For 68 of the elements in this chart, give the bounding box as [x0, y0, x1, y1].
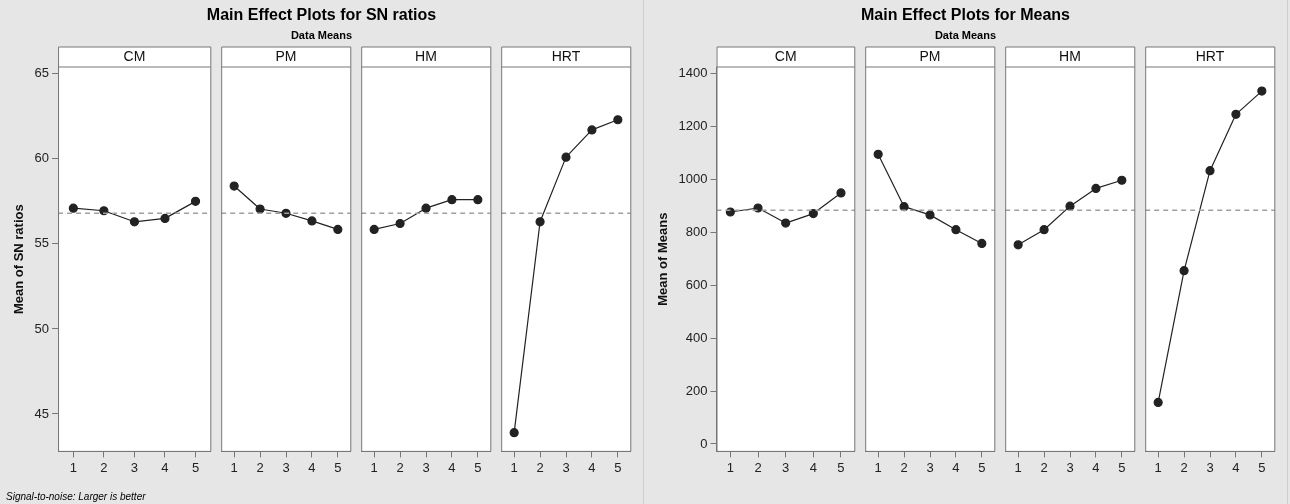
- x-tick-label: 2: [900, 459, 908, 475]
- y-tick-label: 1200: [678, 118, 708, 134]
- y-tick-label: 200: [685, 382, 708, 398]
- x-tick-label: 4: [1092, 459, 1100, 475]
- x2-axis-title: CM: [123, 47, 146, 64]
- x-tick-label: 3: [782, 459, 790, 475]
- x-tick-label: 2: [100, 459, 108, 475]
- x-tick-label: 5: [1118, 459, 1126, 475]
- y-tick-label: 1400: [678, 65, 708, 81]
- y-tick-label: 60: [34, 150, 50, 166]
- x-tick-label: 5: [614, 459, 622, 475]
- x-tick-label: 5: [978, 459, 986, 475]
- x-tick-label: 3: [282, 459, 290, 475]
- x-tick-label: 5: [191, 459, 200, 475]
- y-axis-title: Mean of Means: [655, 212, 671, 306]
- x-tick-label: 1: [874, 459, 882, 475]
- x-tick-label: 4: [1232, 459, 1240, 475]
- y-tick-label: 50: [34, 320, 50, 336]
- x2-axis-title: HRT: [551, 47, 581, 64]
- y-tick-label: 55: [34, 235, 50, 251]
- x-tick-label: 3: [1206, 459, 1214, 475]
- x-tick-label: 1: [510, 459, 518, 475]
- x-tick-label: 5: [837, 459, 845, 475]
- x-tick-label: 4: [952, 459, 960, 475]
- x-tick-label: 3: [1066, 459, 1074, 475]
- x-tick-label: 4: [588, 459, 596, 475]
- y-tick-label: 0: [700, 435, 708, 451]
- chart-subtitle: Data Means: [933, 29, 998, 43]
- x-tick-label: 1: [370, 459, 378, 475]
- x-tick-label: 2: [256, 459, 264, 475]
- y-tick-label: 400: [685, 329, 708, 345]
- x2-axis-title: HM: [1059, 47, 1081, 64]
- x-tick-label: 1: [230, 459, 238, 475]
- chart-title: Main Effect Plots for SN ratios: [205, 6, 438, 25]
- x-tick-label: 3: [562, 459, 570, 475]
- x-tick-label: 2: [396, 459, 404, 475]
- x-tick-label: 1: [69, 459, 77, 475]
- x-tick-label: 4: [161, 459, 169, 475]
- x-tick-label: 5: [474, 459, 482, 475]
- x2-axis-title: PM: [275, 47, 297, 64]
- x-tick-label: 2: [754, 459, 762, 475]
- chart-title: Main Effect Plots for Means: [860, 6, 1071, 25]
- x2-axis-title: HM: [415, 47, 437, 64]
- x-tick-label: 5: [1258, 459, 1266, 475]
- y-tick-label: 800: [685, 223, 708, 239]
- x-tick-label: 3: [926, 459, 934, 475]
- x-tick-label: 1: [1154, 459, 1162, 475]
- x-tick-label: 4: [308, 459, 316, 475]
- chart-subtitle: Data Means: [289, 29, 354, 43]
- x-tick-label: 2: [1180, 459, 1188, 475]
- x-tick-label: 2: [1040, 459, 1048, 475]
- x-tick-label: 1: [1014, 459, 1022, 475]
- x-tick-label: 4: [809, 459, 817, 475]
- y-tick-label: 65: [34, 65, 50, 81]
- y-tick-label: 600: [685, 276, 708, 292]
- x-tick-label: 1: [726, 459, 734, 475]
- x-tick-label: 2: [536, 459, 544, 475]
- y-tick-label: 1000: [678, 171, 708, 187]
- x-tick-label: 3: [422, 459, 430, 475]
- text: Signal-to-noise: Larger is better: [6, 491, 146, 502]
- x2-axis-title: HRT: [1195, 47, 1225, 64]
- x-tick-label: 3: [130, 459, 139, 475]
- y-axis-title: Mean of SN ratios: [11, 204, 27, 315]
- x2-axis-title: PM: [919, 47, 941, 64]
- x-tick-label: 4: [448, 459, 456, 475]
- x-tick-label: 5: [334, 459, 342, 475]
- x2-axis-title: CM: [774, 47, 797, 64]
- y-tick-label: 45: [34, 405, 50, 421]
